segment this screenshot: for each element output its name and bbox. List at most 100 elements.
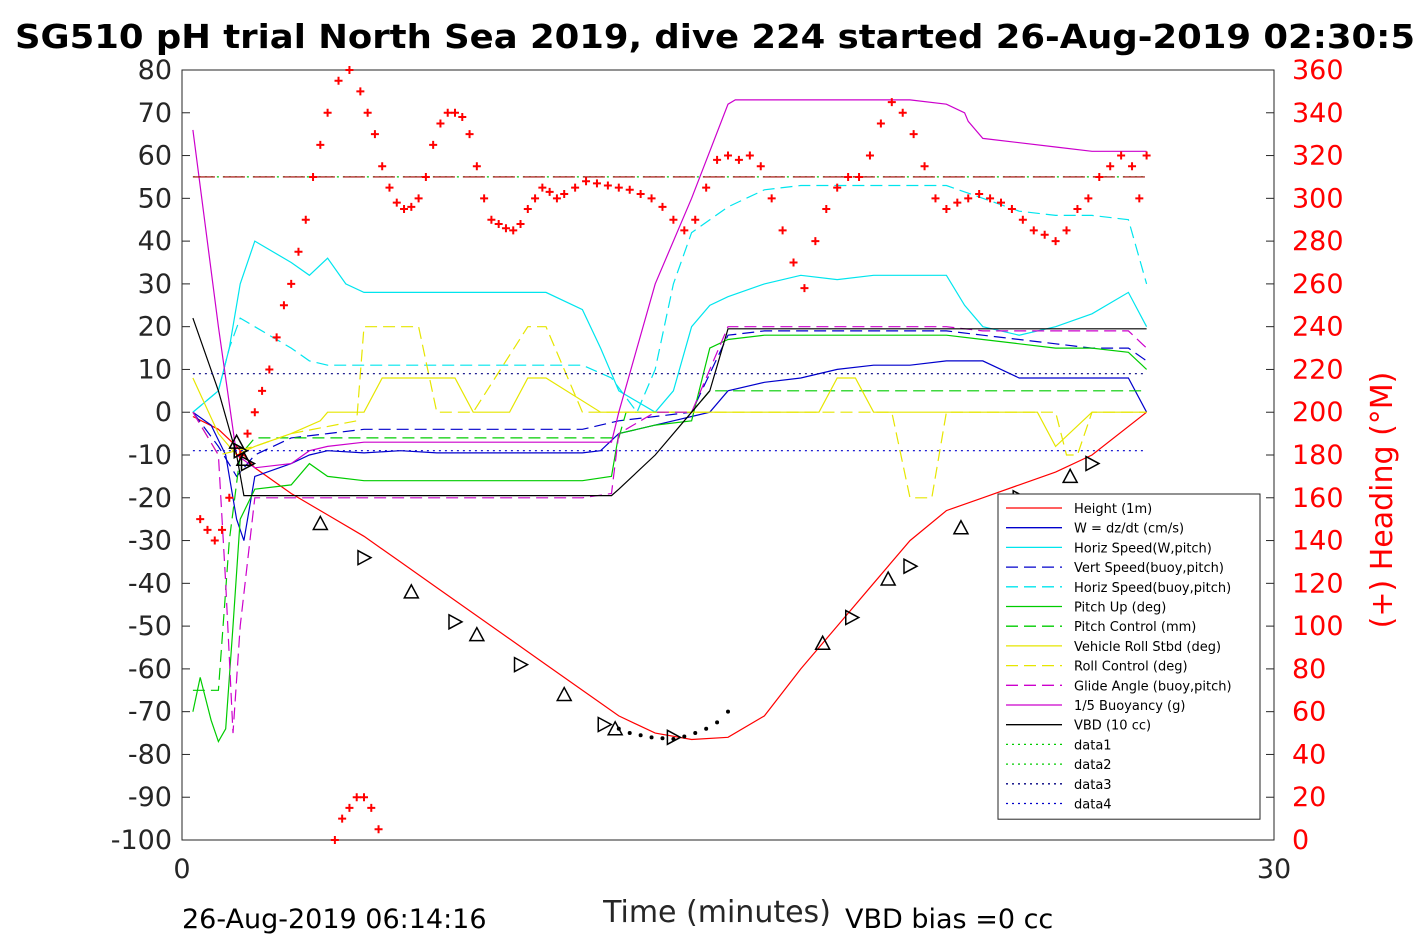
y-tick-label-14: -60 (128, 654, 172, 685)
series-line-2 (192, 240, 1148, 413)
triangle-marker-9 (513, 656, 530, 673)
legend-label-1: W = dz/dt (cm/s) (1074, 522, 1184, 537)
heading-point-61 (702, 183, 711, 192)
dot-marker-2 (638, 733, 643, 738)
heading-point-102 (1142, 151, 1151, 160)
heading-point-7 (250, 408, 259, 417)
heading-point-23 (378, 162, 387, 171)
y-tick-label-3: 50 (138, 183, 172, 214)
dot-marker-9 (715, 720, 720, 725)
heading-point-13 (294, 247, 303, 256)
y-right-tick-label-4: 280 (1292, 226, 1344, 257)
series-line-5 (192, 334, 1148, 744)
dot-marker-0 (616, 726, 621, 731)
heading-point-3 (218, 525, 227, 534)
heading-point-98 (1106, 162, 1115, 171)
heading-point-91 (1029, 226, 1038, 235)
heading-point-60 (691, 215, 700, 224)
dot-marker-8 (704, 726, 709, 731)
y-right-tick-label-16: 40 (1292, 739, 1326, 770)
y-right-tick-label-10: 160 (1292, 483, 1344, 514)
legend-label-8: Roll Control (deg) (1074, 660, 1188, 675)
heading-point-19 (345, 66, 354, 74)
triangle-marker-1 (233, 442, 249, 459)
heading-low-point-5 (367, 803, 376, 812)
heading-point-45 (538, 183, 547, 192)
y-right-tick-label-12: 120 (1292, 568, 1344, 599)
heading-point-35 (465, 130, 474, 139)
series-group (192, 99, 1148, 744)
heading-point-69 (789, 258, 798, 267)
legend-label-13: data2 (1074, 758, 1112, 773)
heading-point-40 (501, 224, 510, 233)
y-right-tick-label-8: 200 (1292, 397, 1344, 428)
heading-point-2 (210, 536, 219, 545)
y-right-tick-label-17: 20 (1292, 782, 1326, 813)
legend-label-2: Horiz Speed(W,pitch) (1074, 541, 1212, 556)
legend-label-10: 1/5 Buoyancy (g) (1074, 699, 1185, 714)
heading-point-25 (392, 198, 401, 207)
heading-low-point-3 (352, 793, 361, 802)
heading-point-38 (487, 215, 496, 224)
legend-label-15: data4 (1074, 798, 1112, 813)
legend-label-5: Pitch Up (deg) (1074, 601, 1166, 616)
heading-point-20 (356, 87, 365, 96)
x-tick-label-0: 0 (173, 854, 190, 885)
heading-point-39 (494, 220, 503, 228)
heading-point-90 (1018, 215, 1027, 224)
heading-point-81 (920, 162, 929, 171)
legend: Height (1m) W = dz/dt (cm/s) Horiz Speed(W… (997, 493, 1261, 820)
triangle-marker-11 (597, 716, 613, 733)
heading-point-85 (964, 194, 973, 203)
dot-marker-3 (649, 735, 654, 740)
heading-point-58 (669, 215, 678, 224)
legend-label-6: Pitch Control (mm) (1074, 620, 1196, 635)
heading-point-100 (1128, 162, 1137, 171)
heading-point-18 (334, 76, 343, 85)
heading-point-26 (400, 205, 409, 214)
triangle-marker-21 (1085, 455, 1101, 472)
heading-point-33 (451, 108, 459, 117)
y-tick-label-5: 30 (138, 269, 172, 300)
heading-point-87 (986, 194, 995, 203)
triangle-marker-17 (903, 557, 919, 575)
y-tick-label-0: 80 (138, 55, 172, 86)
heading-point-80 (909, 130, 918, 139)
legend-label-9: Glide Angle (buoy,pitch) (1074, 679, 1232, 694)
heading-point-12 (287, 279, 296, 288)
y-tick-label-1: 70 (138, 98, 172, 129)
y-tick-label-12: -40 (128, 568, 172, 599)
triangle-marker-6 (403, 583, 420, 599)
heading-point-68 (778, 226, 787, 235)
heading-point-9 (265, 365, 274, 374)
dot-marker-4 (660, 736, 665, 741)
heading-point-78 (887, 98, 896, 107)
heading-point-52 (603, 181, 612, 190)
heading-point-29 (421, 172, 430, 181)
triangle-marker-15 (845, 609, 861, 626)
x-tick-label-1: 30 (1257, 854, 1291, 885)
heading-point-6 (243, 429, 252, 438)
legend-label-4: Horiz Speed(buoy,pitch) (1074, 581, 1231, 596)
dot-marker-7 (693, 731, 698, 736)
heading-point-101 (1135, 194, 1144, 203)
heading-point-65 (745, 151, 754, 160)
heading-point-22 (370, 130, 379, 139)
triangle-marker-20 (1061, 467, 1079, 484)
legend-label-0: Height (1m) (1074, 502, 1152, 517)
heading-point-63 (724, 151, 732, 160)
heading-point-42 (516, 220, 525, 228)
heading-point-0 (196, 515, 205, 524)
y-tick-label-10: -20 (128, 483, 172, 514)
heading-point-43 (523, 205, 532, 214)
triangle-marker-16 (879, 570, 897, 586)
heading-point-44 (531, 194, 540, 203)
series-line-0 (192, 411, 1147, 741)
series-line-4 (192, 184, 1148, 414)
heading-point-83 (942, 205, 951, 214)
legend-label-14: data3 (1074, 778, 1112, 793)
heading-low-point-6 (374, 825, 383, 834)
series-line-7 (192, 377, 1147, 456)
y-tick-label-7: 10 (138, 354, 172, 385)
triangle-marker-18 (952, 519, 970, 535)
